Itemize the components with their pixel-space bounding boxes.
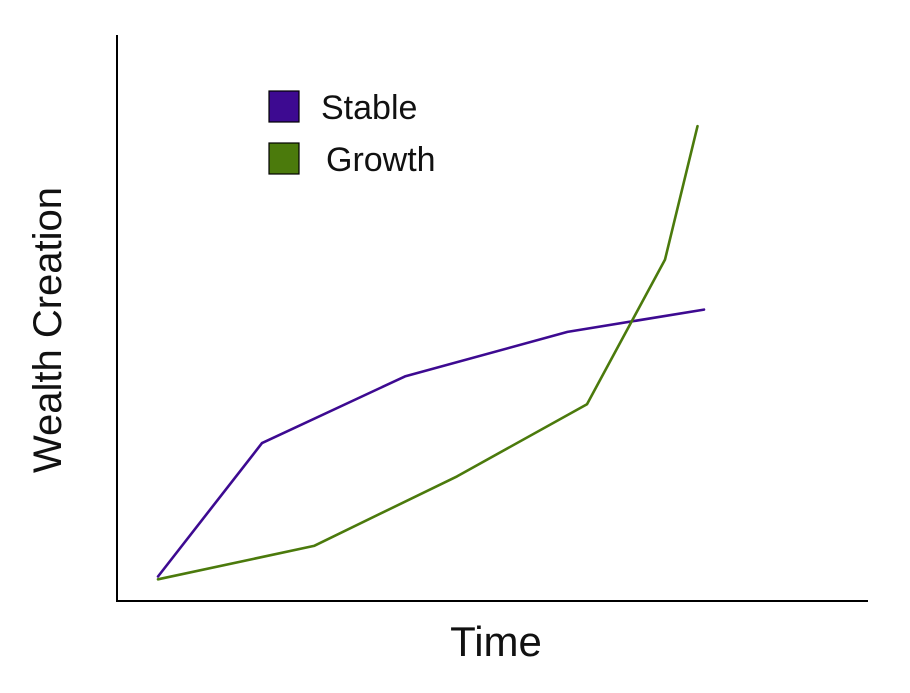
legend-label-stable: Stable bbox=[321, 89, 417, 127]
legend-swatch-growth bbox=[268, 142, 300, 175]
legend-item-growth: Growth bbox=[268, 141, 436, 179]
axes bbox=[116, 35, 868, 602]
legend-item-stable: Stable bbox=[268, 89, 417, 127]
x-axis-label: Time bbox=[450, 618, 542, 665]
legend-swatch-stable bbox=[268, 90, 300, 123]
series-group bbox=[156, 124, 706, 581]
series-line-growth bbox=[156, 124, 699, 581]
legend: Stable Growth bbox=[268, 89, 436, 179]
y-axis-label: Wealth Creation bbox=[26, 187, 70, 473]
legend-label-growth: Growth bbox=[326, 141, 436, 179]
series-line-stable bbox=[156, 308, 706, 578]
